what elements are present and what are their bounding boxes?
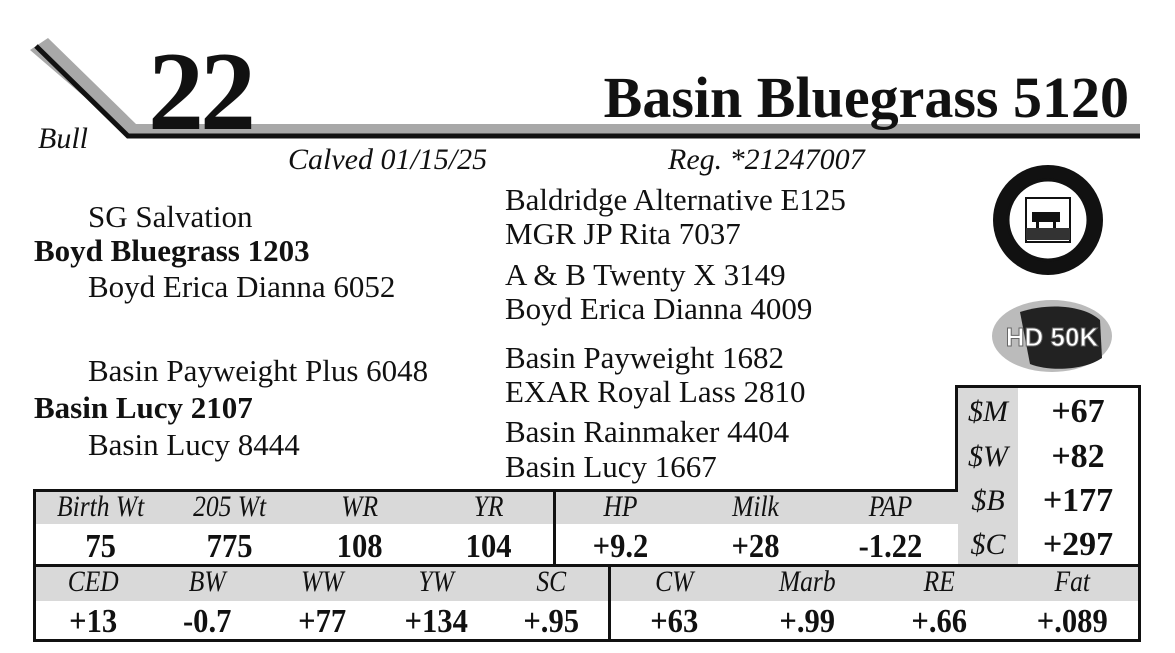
calved-date: Calved 01/15/25 <box>288 143 488 176</box>
dam-dam: Basin Lucy 8444 <box>88 427 300 462</box>
performance-table: Birth Wt 205 Wt WR YR HP Milk PAP 75 775… <box>33 489 958 567</box>
dam-sire: Basin Payweight Plus 6048 <box>88 353 429 388</box>
lot-number: 22 <box>148 30 256 154</box>
sss: Baldridge Alternative E125 <box>505 182 846 217</box>
sex-label: Bull <box>38 122 88 155</box>
ssd: MGR JP Rita 7037 <box>505 216 741 251</box>
index-row: $M +67 <box>968 393 1105 430</box>
sds: A & B Twenty X 3149 <box>505 257 786 292</box>
sdd: Boyd Erica Dianna 4009 <box>505 291 813 326</box>
ddd: Basin Lucy 1667 <box>505 449 717 484</box>
sire: Boyd Bluegrass 1203 <box>34 233 310 268</box>
dam: Basin Lucy 2107 <box>34 390 253 425</box>
registration-number: Reg. *21247007 <box>668 143 865 176</box>
index-row: $B +177 <box>971 482 1114 519</box>
index-row: $C +297 <box>970 526 1114 563</box>
animal-name: Basin Bluegrass 5120 <box>603 65 1129 130</box>
dss: Basin Payweight 1682 <box>505 340 784 375</box>
dollar-index-box: $M +67 $W +82 $B +177 $C +297 <box>955 385 1141 567</box>
index-row: $W +82 <box>968 438 1105 475</box>
dsd: EXAR Royal Lass 2810 <box>505 374 806 409</box>
hd50k-logo: HD 50K <box>992 300 1112 372</box>
header-rule-graphic <box>30 38 1140 139</box>
sire-sire: SG Salvation <box>88 199 253 234</box>
certified-angus-beef-logo <box>993 165 1103 275</box>
epd-table: CED BW WW YW SC CW Marb RE Fat +13 -0.7 … <box>33 564 1141 642</box>
dds: Basin Rainmaker 4404 <box>505 414 790 449</box>
svg-text:HD 50K: HD 50K <box>1006 322 1099 352</box>
sire-dam: Boyd Erica Dianna 6052 <box>88 269 396 304</box>
